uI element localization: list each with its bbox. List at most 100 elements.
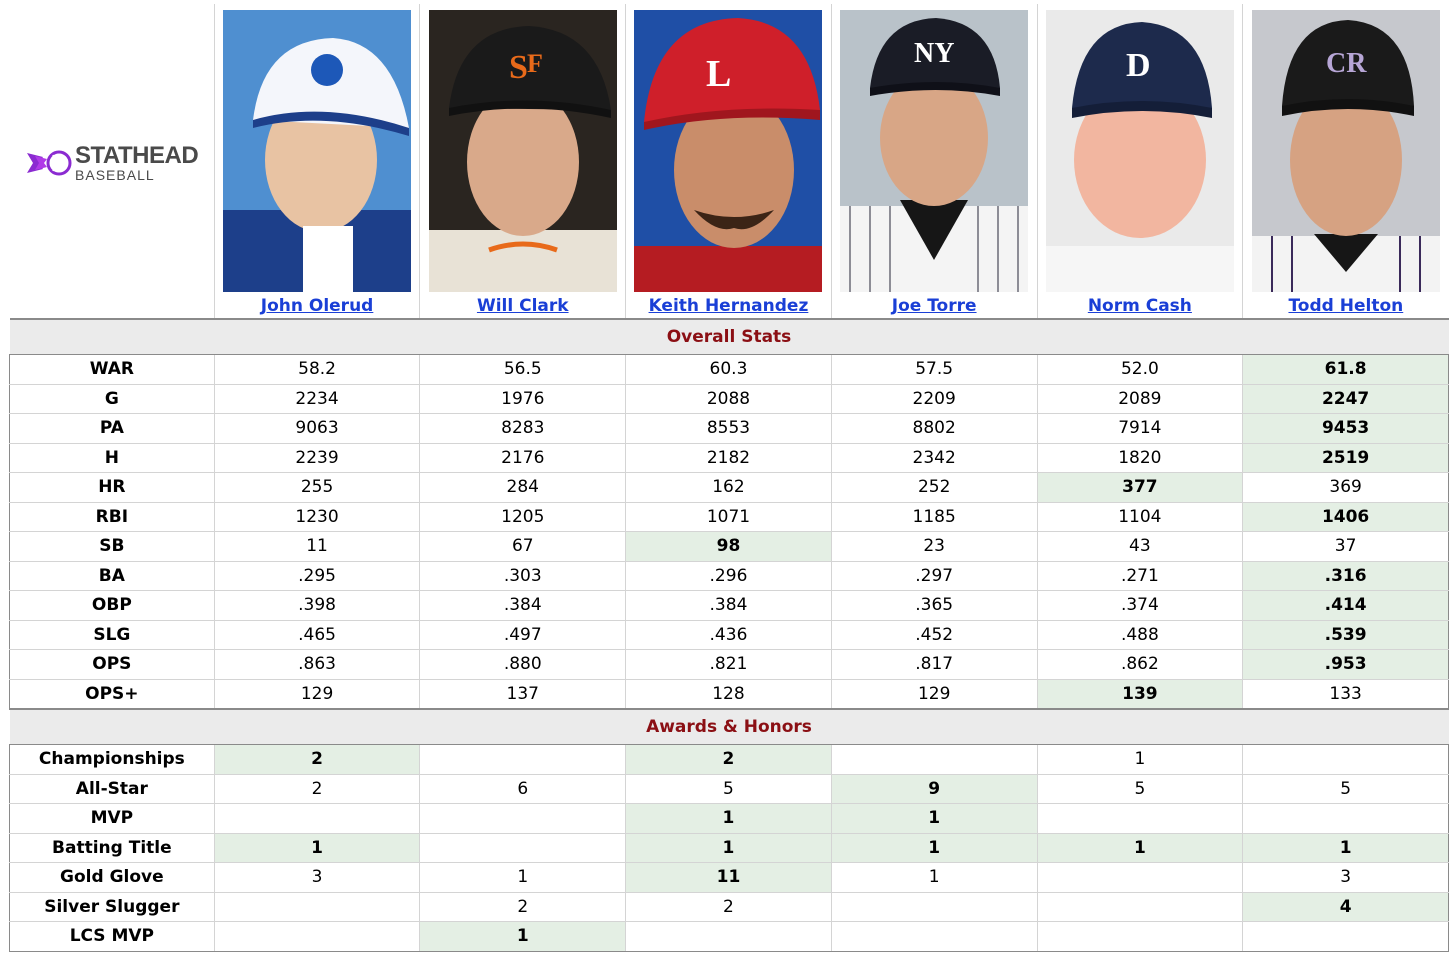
stat-label: OPS xyxy=(9,649,215,680)
stat-value-cell: .297 xyxy=(830,560,1038,591)
stat-value-cell: 2 xyxy=(213,744,421,775)
stat-value-cell: 58.2 xyxy=(213,354,421,385)
player-header-4: D Norm Cash xyxy=(1036,4,1244,320)
player-header-3: NY Joe Torre xyxy=(830,4,1038,320)
stat-value-cell: 2342 xyxy=(830,442,1038,473)
section-header: Overall Stats xyxy=(9,318,1449,355)
stat-row: Batting Title 1 1 1 1 1 xyxy=(9,832,1449,863)
stat-value-cell: 2239 xyxy=(213,442,421,473)
svg-text:S: S xyxy=(509,49,528,86)
stat-row: SB 11 67 98 23 43 37 xyxy=(9,531,1449,562)
stat-value-cell xyxy=(419,832,627,863)
stat-value-cell: .539 xyxy=(1242,619,1449,650)
stat-value-cell: 9453 xyxy=(1242,413,1449,444)
stat-value-cell: 60.3 xyxy=(625,354,832,385)
stat-value-cell: 129 xyxy=(213,678,421,710)
stat-row: MVP 1 1 xyxy=(9,803,1449,834)
stat-value-cell: 1 xyxy=(830,862,1038,893)
player-link-joe-torre[interactable]: Joe Torre xyxy=(891,296,977,316)
stat-value-cell: 252 xyxy=(830,472,1038,503)
stat-value-cell: .488 xyxy=(1036,619,1244,650)
stat-label: H xyxy=(9,442,215,473)
player-photo xyxy=(223,10,412,292)
stat-row: Silver Slugger 2 2 4 xyxy=(9,891,1449,922)
stat-value-cell: .374 xyxy=(1036,590,1244,621)
stat-value-cell xyxy=(419,803,627,834)
svg-text:CR: CR xyxy=(1326,48,1367,79)
stat-value-cell: 2247 xyxy=(1242,383,1449,414)
stat-value-cell: 1 xyxy=(419,862,627,893)
stat-value-cell: 1 xyxy=(830,803,1038,834)
player-header-1: S F Will Clark xyxy=(419,4,627,320)
logo-main-text: STATHEAD xyxy=(75,142,199,169)
stat-value-cell: 67 xyxy=(419,531,627,562)
stat-label: HR xyxy=(9,472,215,503)
stat-label: Gold Glove xyxy=(9,862,215,893)
player-link-john-olerud[interactable]: John Olerud xyxy=(260,296,374,316)
stat-value-cell xyxy=(213,891,421,922)
stat-label: PA xyxy=(9,413,215,444)
stat-value-cell: 1 xyxy=(1036,832,1244,863)
stat-value-cell xyxy=(625,921,832,952)
stat-value-cell: 52.0 xyxy=(1036,354,1244,385)
logo-sub-text: BASEBALL xyxy=(75,167,155,183)
svg-text:F: F xyxy=(527,49,543,78)
stat-value-cell: 1230 xyxy=(213,501,421,532)
stat-label: OBP xyxy=(9,590,215,621)
svg-text:NY: NY xyxy=(914,38,954,69)
stat-value-cell: .271 xyxy=(1036,560,1244,591)
stat-value-cell: .296 xyxy=(625,560,832,591)
stat-value-cell: .953 xyxy=(1242,649,1449,680)
stat-value-cell: 1 xyxy=(1242,832,1449,863)
player-link-todd-helton[interactable]: Todd Helton xyxy=(1288,296,1404,316)
stathead-logo[interactable]: STATHEAD BASEBALL xyxy=(10,144,214,182)
stat-value-cell: 162 xyxy=(625,472,832,503)
stat-value-cell: 6 xyxy=(419,773,627,804)
stat-value-cell: 128 xyxy=(625,678,832,710)
stat-value-cell: .862 xyxy=(1036,649,1244,680)
player-link-norm-cash[interactable]: Norm Cash xyxy=(1087,296,1192,316)
stat-label: G xyxy=(9,383,215,414)
stat-row: PA 9063 8283 8553 8802 7914 9453 xyxy=(9,413,1449,444)
section-title: Awards & Honors xyxy=(9,708,1449,745)
stat-value-cell: .295 xyxy=(213,560,421,591)
stat-value-cell: 1 xyxy=(213,832,421,863)
stat-label: Silver Slugger xyxy=(9,891,215,922)
stat-label: OPS+ xyxy=(9,678,215,710)
player-header-5: CR Todd Helton xyxy=(1242,4,1449,320)
stat-value-cell: 7914 xyxy=(1036,413,1244,444)
stat-value-cell: 2209 xyxy=(830,383,1038,414)
stat-value-cell: 5 xyxy=(625,773,832,804)
stat-value-cell: 1071 xyxy=(625,501,832,532)
stat-value-cell: .452 xyxy=(830,619,1038,650)
stat-value-cell xyxy=(1036,891,1244,922)
stat-value-cell: 369 xyxy=(1242,472,1449,503)
stat-row: OBP .398.384.384.365.374.414 xyxy=(9,590,1449,621)
stat-value-cell: 11 xyxy=(625,862,832,893)
player-link-keith-hernandez[interactable]: Keith Hernandez xyxy=(648,296,809,316)
stat-value-cell xyxy=(830,891,1038,922)
player-header-2: L Keith Hernandez xyxy=(625,4,832,320)
stat-value-cell: 2 xyxy=(625,744,832,775)
stat-value-cell: .398 xyxy=(213,590,421,621)
stat-row: SLG .465.497.436.452.488.539 xyxy=(9,619,1449,650)
stat-value-cell: 11 xyxy=(213,531,421,562)
stat-value-cell: 129 xyxy=(830,678,1038,710)
svg-text:L: L xyxy=(706,53,731,95)
stat-value-cell: 2182 xyxy=(625,442,832,473)
comparison-table-container: STATHEAD BASEBALL xyxy=(9,4,1449,952)
stat-label: MVP xyxy=(9,803,215,834)
player-header-row: STATHEAD BASEBALL xyxy=(9,4,1449,320)
stat-value-cell xyxy=(1036,803,1244,834)
stat-value-cell: 2234 xyxy=(213,383,421,414)
stat-label: SB xyxy=(9,531,215,562)
stat-value-cell: 8802 xyxy=(830,413,1038,444)
player-link-will-clark[interactable]: Will Clark xyxy=(476,296,569,316)
stat-value-cell: .384 xyxy=(625,590,832,621)
stat-row: WAR 58.2 56.5 60.3 57.5 52.0 61.8 xyxy=(9,354,1449,385)
stat-label: BA xyxy=(9,560,215,591)
stat-label: WAR xyxy=(9,354,215,385)
stat-row: BA .295.303.296.297.271.316 xyxy=(9,560,1449,591)
stat-value-cell: .817 xyxy=(830,649,1038,680)
stat-value-cell xyxy=(213,921,421,952)
